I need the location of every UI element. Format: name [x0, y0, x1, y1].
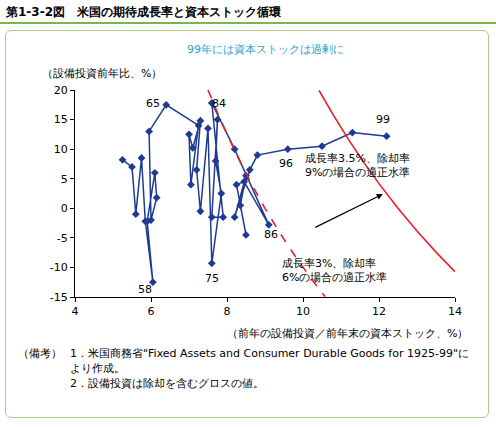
html-text:2．設備投資は除却を含むグロスの値。: 2．設備投資は除却を含むグロスの値。 — [70, 377, 264, 390]
html-text:1．米国商務省"Fixed Assets and Consu: 1．米国商務省"Fixed Assets and Consumer Durabl… — [70, 347, 469, 375]
svg-text:15: 15 — [54, 113, 68, 126]
svg-text:-10: -10 — [50, 261, 68, 274]
svg-text:成長率3%、除却率6%の場合の適正水準: 成長率3%、除却率6%の場合の適正水準 — [282, 257, 387, 284]
svg-text:-15: -15 — [50, 291, 68, 304]
svg-text:0: 0 — [61, 202, 68, 215]
svg-text:6: 6 — [148, 305, 155, 318]
svg-text:（前年の設備投資／前年末の資本ストック、%）: （前年の設備投資／前年末の資本ストック、%） — [227, 327, 468, 340]
svg-text:75: 75 — [205, 272, 219, 285]
svg-text:（設備投資前年比、%）: （設備投資前年比、%） — [42, 67, 162, 80]
svg-text:86: 86 — [264, 228, 278, 241]
svg-text:10: 10 — [296, 305, 310, 318]
html-text:（備考）: （備考） — [18, 347, 62, 360]
svg-text:58: 58 — [138, 283, 152, 296]
svg-text:5: 5 — [61, 173, 68, 186]
svg-text:4: 4 — [72, 305, 79, 318]
svg-text:99年には資本ストックは過剰に: 99年には資本ストックは過剰に — [187, 43, 344, 56]
svg-text:12: 12 — [372, 305, 386, 318]
svg-text:-5: -5 — [57, 232, 68, 245]
html-text:第1-3-2図 米国の期待成長率と資本ストック循環: 第1-3-2図 米国の期待成長率と資本ストック循環 — [6, 5, 281, 19]
svg-text:8: 8 — [224, 305, 231, 318]
svg-text:96: 96 — [279, 157, 293, 170]
svg-text:10: 10 — [54, 143, 68, 156]
svg-text:84: 84 — [212, 97, 226, 110]
svg-text:14: 14 — [448, 305, 462, 318]
svg-text:20: 20 — [54, 84, 68, 97]
svg-text:65: 65 — [146, 97, 160, 110]
svg-text:99: 99 — [376, 113, 390, 126]
svg-text:成長率3.5%、除却率9%の場合の適正水準: 成長率3.5%、除却率9%の場合の適正水準 — [305, 152, 410, 179]
